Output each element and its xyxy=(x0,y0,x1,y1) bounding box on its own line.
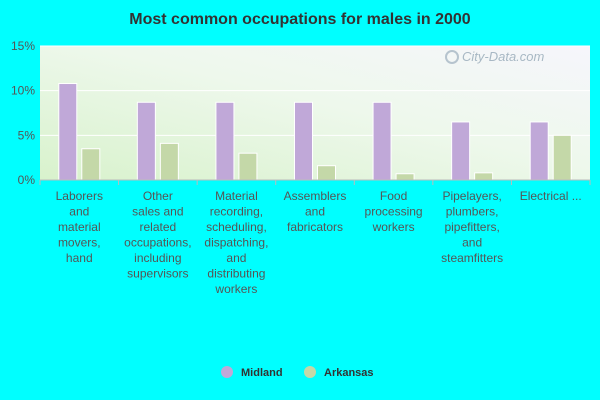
y-tick-label: 15% xyxy=(11,39,35,53)
category-label: Pipelayers, plumbers, pipefitters, and steam… xyxy=(441,189,503,265)
category-label: Assemblers and fabricators xyxy=(284,189,347,234)
y-tick-label: 0% xyxy=(18,173,36,187)
bar-midland xyxy=(136,101,156,181)
y-axis: 0% 5% 10% 15% xyxy=(11,39,35,187)
legend-label-arkansas: Arkansas xyxy=(324,367,374,379)
bars xyxy=(58,83,572,181)
watermark-icon xyxy=(445,50,459,64)
legend: Midland Arkansas xyxy=(221,366,374,379)
bar-midland xyxy=(294,101,313,181)
watermark: City-Data.com xyxy=(445,49,545,64)
bar-arkansas xyxy=(81,148,101,181)
chart-title: Most common occupations for males in 200… xyxy=(129,11,471,28)
bar-arkansas xyxy=(159,142,179,181)
bar-arkansas xyxy=(552,134,572,181)
bar-arkansas xyxy=(238,152,258,181)
bar-arkansas xyxy=(474,172,494,181)
gridlines xyxy=(40,45,590,136)
watermark-text: City-Data.com xyxy=(462,49,545,64)
bar-arkansas xyxy=(317,165,336,181)
bar-midland xyxy=(215,101,235,181)
y-tick-label: 5% xyxy=(18,128,36,142)
bar-midland xyxy=(58,83,78,181)
bar-midland xyxy=(529,121,549,181)
category-label: Other sales and related occupations, includi… xyxy=(124,189,191,281)
bar-midland xyxy=(451,121,471,181)
category-label: Laborers and material movers, hand xyxy=(56,189,103,265)
category-label: Food processing workers xyxy=(365,189,423,234)
bar-midland xyxy=(372,101,392,181)
category-label: Electrical ... xyxy=(520,189,582,203)
legend-label-midland: Midland xyxy=(241,367,283,379)
legend-swatch-arkansas xyxy=(304,366,316,378)
category-label: Material recording, scheduling, dispatching… xyxy=(204,189,268,296)
bar-arkansas xyxy=(395,173,415,181)
x-axis: Laborers and material movers, hand Other sales… xyxy=(39,179,591,296)
plot-area xyxy=(40,46,590,180)
y-tick-label: 10% xyxy=(11,84,35,98)
legend-swatch-midland xyxy=(221,366,233,378)
